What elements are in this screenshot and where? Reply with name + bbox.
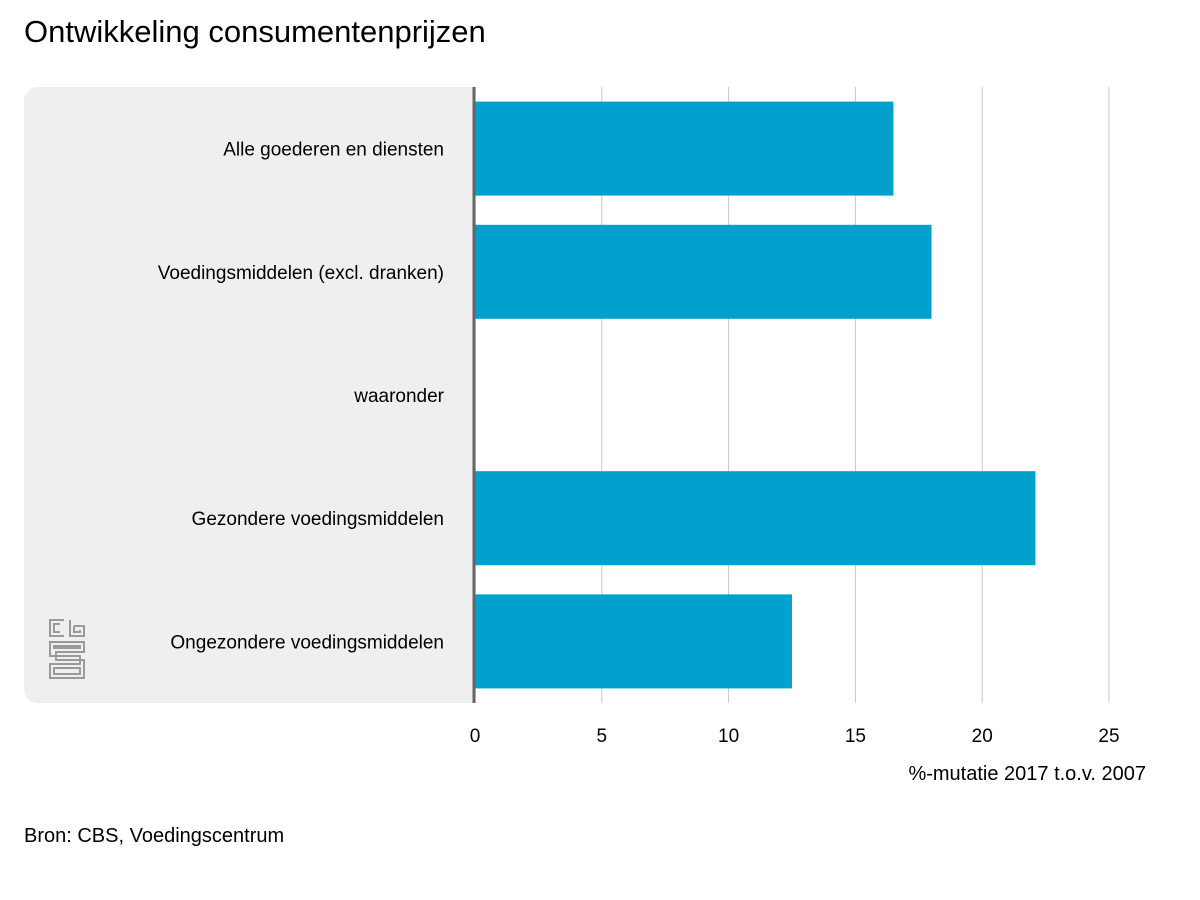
x-tick-label: 10 [718, 726, 739, 747]
bar [475, 594, 792, 689]
category-label: Voedingsmiddelen (excl. dranken) [158, 263, 444, 284]
x-tick-label: 15 [845, 726, 866, 747]
bars [475, 101, 1036, 689]
x-axis-title: %-mutatie 2017 t.o.v. 2007 [908, 763, 1146, 785]
chart-title: Ontwikkeling consumentenprijzen [24, 14, 486, 49]
category-label-panel [24, 87, 476, 703]
category-labels: Alle goederen en diensten Voedingsmiddele… [158, 140, 445, 654]
bar [475, 101, 894, 196]
category-label: Ongezondere voedingsmiddelen [170, 632, 444, 653]
bar [475, 471, 1036, 566]
x-tick-label: 25 [1098, 726, 1119, 747]
category-label: waaronder [353, 386, 444, 407]
cbs-logo-icon [49, 619, 85, 679]
category-label: Gezondere voedingsmiddelen [192, 509, 444, 530]
source-note: Bron: CBS, Voedingscentrum [24, 825, 285, 847]
x-tick-label: 20 [972, 726, 993, 747]
x-tick-label: 0 [470, 726, 481, 747]
category-label: Alle goederen en diensten [223, 140, 444, 161]
bar [475, 224, 932, 319]
x-tick-label: 5 [597, 726, 608, 747]
tick-labels: 0 5 10 15 20 25 [470, 726, 1120, 747]
